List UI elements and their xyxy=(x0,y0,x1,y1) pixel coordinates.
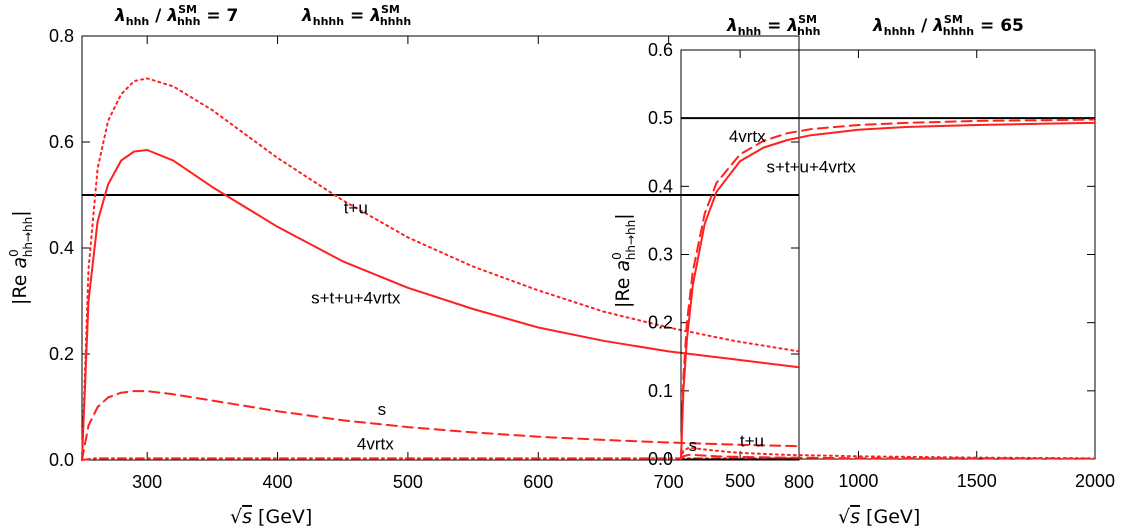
x-tick-label: 500 xyxy=(393,472,423,492)
panel-1-series xyxy=(81,77,800,461)
curve-annotation: s xyxy=(378,400,387,419)
y-tick-label: 0.3 xyxy=(648,245,673,265)
curve-annotation: 4vrtx xyxy=(357,434,394,453)
x-tick-label: 1000 xyxy=(838,471,878,491)
panel-1-y-axis-label: |Re a0hh→hh| xyxy=(7,210,35,305)
panel-1: λhhh / λSM hhh = 7 λhhhh = λSM hhhh 300 400… xyxy=(7,3,814,528)
series-line-s xyxy=(680,453,1096,460)
curve-annotation: t+u xyxy=(344,199,368,218)
panel-1-annotations: t+u s+t+u+4vrtx s 4vrtx xyxy=(311,199,401,454)
x-tick-label: 300 xyxy=(132,472,162,492)
series-line-s-plus-t-plus-u-plus-4vrtx xyxy=(81,149,800,461)
y-tick-label: 0.2 xyxy=(648,313,673,333)
y-tick-label: 0.6 xyxy=(648,40,673,60)
series-line-s xyxy=(81,390,800,461)
curve-annotation: s+t+u+4vrtx xyxy=(766,158,856,177)
series-line-4vrtx xyxy=(81,457,800,461)
y-tick-label: 0.0 xyxy=(49,450,74,470)
curve-annotation: t+u xyxy=(740,432,764,451)
panel-1-title-right: λhhhh = λSM hhhh xyxy=(301,3,411,28)
y-tick-label: 0.4 xyxy=(648,176,673,196)
y-tick-label: 0.2 xyxy=(49,344,74,364)
y-tick-label: 0.5 xyxy=(648,108,673,128)
curve-annotation: 4vrtx xyxy=(729,127,766,146)
panel-2-frame xyxy=(680,49,1096,460)
x-tick-label: 700 xyxy=(654,472,684,492)
panel-1-x-axis-label: √s [GeV] xyxy=(230,506,312,528)
x-tick-label: 600 xyxy=(523,472,553,492)
series-line-t-plus-u xyxy=(680,447,1096,460)
y-tick-label: 0.4 xyxy=(49,238,74,258)
panel-2: λhhh = λSM hhh λhhhh / λSM hhhh = 65 500 10… xyxy=(610,13,1115,528)
panel-2-y-axis-label: |Re a0hh→hh| xyxy=(610,213,638,308)
curve-annotation: s+t+u+4vrtx xyxy=(311,289,401,308)
panel-1-title-left: λhhh / λSM hhh = 7 xyxy=(114,3,238,28)
panel-2-title-right: λhhhh / λSM hhhh = 65 xyxy=(872,13,1024,38)
panel-2-series xyxy=(680,118,1096,460)
y-tick-label: 0.6 xyxy=(49,132,74,152)
y-tick-label: 0.8 xyxy=(49,26,74,46)
y-tick-label: 0.0 xyxy=(648,449,673,469)
panel-2-ticks: 500 1000 1500 2000 0.0 0.1 0.2 0.3 0.4 0.5 0.6 xyxy=(648,40,1115,491)
series-line-t-plus-u xyxy=(81,77,800,461)
panel-2-title-left: λhhh = λSM hhh xyxy=(726,13,821,38)
curve-annotation: s xyxy=(689,436,698,455)
series-line-4vrtx xyxy=(680,118,1096,460)
x-tick-label: 500 xyxy=(725,471,755,491)
panel-1-ticks: 300 400 500 600 700 800 0.0 0.2 0.4 0.6 0.8 xyxy=(49,26,814,492)
x-tick-label: 2000 xyxy=(1075,471,1115,491)
x-tick-label: 800 xyxy=(784,472,814,492)
x-tick-label: 1500 xyxy=(957,471,997,491)
series-line-s-plus-t-plus-u-plus-4vrtx xyxy=(680,121,1096,460)
panel-2-x-axis-label: √s [GeV] xyxy=(838,506,920,528)
y-tick-label: 0.1 xyxy=(648,381,673,401)
x-tick-label: 400 xyxy=(263,472,293,492)
